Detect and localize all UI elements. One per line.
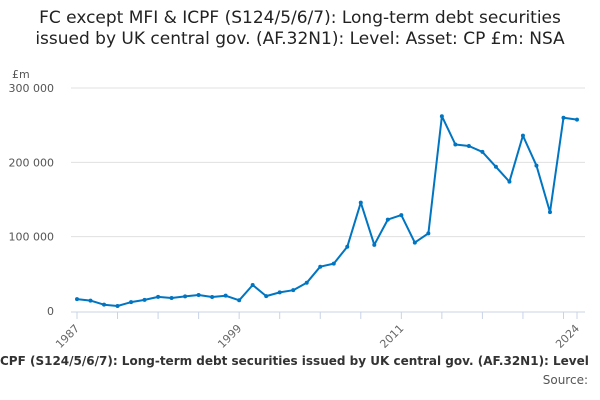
x-tick-label: 2024 [553, 322, 582, 351]
data-point [520, 133, 525, 138]
data-point [115, 304, 120, 309]
y-tick-label: 300 000 [9, 82, 55, 95]
series-line [76, 115, 578, 307]
data-point [318, 264, 323, 269]
data-point [142, 297, 147, 302]
y-tick-label: 0 [47, 305, 54, 318]
data-point [169, 295, 174, 300]
data-point [345, 244, 350, 249]
line-chart: £m 0 100 000 200 000 300 000 1987 1999 2011 2024 [9, 68, 585, 351]
data-point [575, 117, 579, 122]
y-axis-unit: £m [12, 68, 30, 81]
data-point [493, 164, 498, 169]
data-point [561, 115, 566, 120]
data-point [237, 298, 242, 303]
data-point [264, 294, 269, 299]
data-point [466, 143, 471, 148]
data-point [88, 298, 93, 303]
y-tick-label: 100 000 [9, 231, 55, 244]
data-point [331, 261, 336, 266]
data-point [210, 295, 215, 300]
data-point [547, 210, 552, 215]
data-point [480, 149, 485, 154]
data-point [223, 293, 228, 298]
data-point [196, 293, 201, 298]
source-label: Source: [542, 373, 588, 387]
footer-caption: CPF (S124/5/6/7): Long-term debt securit… [0, 354, 589, 368]
data-point [372, 242, 377, 247]
data-point [183, 294, 188, 299]
data-point [426, 231, 431, 236]
data-point [291, 288, 296, 293]
data-point [507, 179, 512, 184]
data-point [358, 200, 363, 205]
data-point [102, 302, 107, 307]
data-point [304, 280, 309, 285]
data-point [129, 300, 134, 305]
data-point [439, 114, 444, 119]
x-tick-label: 1987 [53, 322, 82, 351]
data-point [156, 294, 161, 299]
data-point [534, 163, 539, 168]
data-point [385, 217, 390, 222]
data-point [250, 282, 255, 287]
x-tick-label: 2011 [377, 322, 406, 351]
chart-title: FC except MFI & ICPF (S124/5/6/7): Long-… [35, 8, 565, 49]
data-point [453, 142, 458, 147]
data-point [399, 213, 404, 218]
data-point [75, 297, 79, 302]
x-tick-label: 1999 [215, 322, 244, 351]
data-point [277, 290, 282, 295]
y-tick-label: 200 000 [9, 156, 55, 169]
data-point [412, 240, 417, 245]
